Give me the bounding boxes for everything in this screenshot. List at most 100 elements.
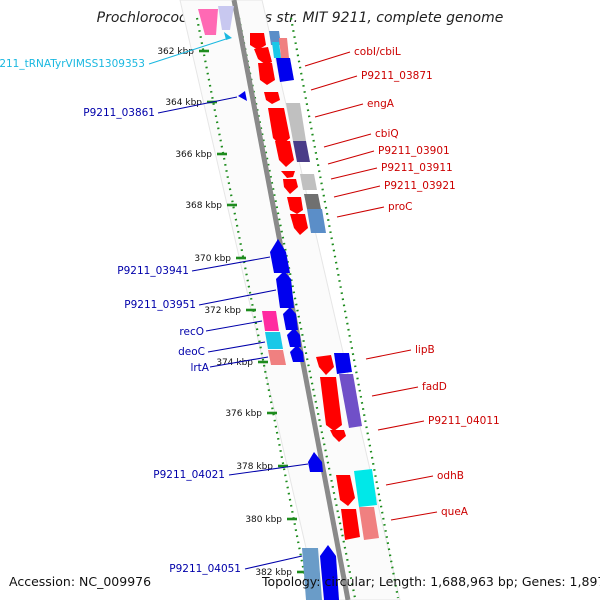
leader-line bbox=[327, 150, 375, 165]
gene-label-right: queA bbox=[441, 506, 469, 518]
map-title: Prochlorococcus marinus str. MIT 9211, c… bbox=[97, 10, 504, 26]
gene-label-right: P9211_04011 bbox=[428, 415, 500, 427]
gene-label-left: recO bbox=[179, 326, 204, 338]
gene-arrow-engA bbox=[264, 92, 280, 104]
gene-arrow-P9211-03941 bbox=[270, 239, 290, 273]
gene-arrow-P9211-03951 bbox=[276, 271, 294, 308]
leader-line bbox=[209, 356, 269, 368]
leader-line bbox=[198, 289, 277, 306]
gene-arrow-blue-lipB bbox=[334, 353, 352, 374]
gene-arrow-bottom bbox=[320, 545, 339, 600]
leader-line bbox=[336, 206, 385, 218]
gene-arrow-small-3 bbox=[290, 345, 304, 362]
leader-line bbox=[377, 420, 425, 431]
tick-label: 368 kbp bbox=[185, 201, 222, 211]
gene-arrow-odhB bbox=[336, 475, 355, 506]
gene-box-salmon-2 bbox=[359, 507, 379, 540]
gene-arrow-cbiQ bbox=[268, 108, 290, 146]
leader-line bbox=[310, 75, 358, 91]
leader-line bbox=[314, 103, 364, 118]
gene-box-darkgrey bbox=[304, 194, 321, 209]
tick-label: 364 kbp bbox=[165, 98, 202, 108]
gene-arrow-P9211-04011 bbox=[330, 430, 346, 442]
gene-box-purple bbox=[339, 374, 362, 428]
gene-arrow-P9211-03861 bbox=[238, 91, 247, 101]
gene-box-grey-1 bbox=[286, 103, 306, 141]
gene-label-right: P9211_03871 bbox=[361, 70, 433, 82]
leader-line bbox=[330, 167, 378, 180]
tick-label: 372 kbp bbox=[204, 306, 241, 316]
gene-arrow-P9211-04021 bbox=[308, 452, 323, 472]
gene-box-grey-2 bbox=[300, 174, 317, 190]
gene-box-cyan-2 bbox=[354, 469, 377, 507]
leader-line bbox=[207, 341, 266, 353]
gene-arrow-red-3 bbox=[290, 214, 308, 235]
leader-line bbox=[157, 96, 238, 114]
feature-group bbox=[198, 6, 379, 600]
gene-box-salmon-1 bbox=[279, 38, 289, 58]
gene-label-left: deoC bbox=[178, 346, 205, 358]
leader-line bbox=[148, 38, 227, 65]
gene-label-right: P9211_03901 bbox=[378, 145, 450, 157]
label-group: P9211_tRNATyrVIMSS1309353 P9211_03861 P921… bbox=[0, 38, 500, 575]
gene-label-right: odhB bbox=[437, 470, 464, 482]
leader-line bbox=[191, 256, 271, 272]
gene-label-left: P9211_04051 bbox=[169, 563, 241, 575]
gene-label-left: P9211_03861 bbox=[83, 107, 155, 119]
gene-label-left: P9211_03951 bbox=[124, 299, 196, 311]
gene-label-right: engA bbox=[367, 98, 395, 110]
gene-box-blue-2 bbox=[307, 209, 326, 233]
gene-label-right: fadD bbox=[422, 381, 447, 393]
gene-arrow-P9211-03901 bbox=[275, 141, 294, 167]
tick-label: 362 kbp bbox=[157, 47, 194, 57]
gene-label-left: lrtA bbox=[190, 362, 209, 374]
gene-label-right: proC bbox=[388, 201, 413, 213]
leader-line bbox=[371, 386, 419, 397]
gene-arrow-lipB bbox=[316, 355, 334, 375]
leader-line bbox=[333, 185, 381, 198]
gene-arrow-P9211-03871 bbox=[276, 58, 294, 82]
topology-text: Topology: circular; Length: 1,688,963 bp… bbox=[262, 574, 600, 589]
gene-arrow-cobI-cbiL bbox=[258, 63, 275, 85]
gene-arrow-P9211-03911 bbox=[281, 171, 295, 178]
gene-arrow-small-1 bbox=[283, 307, 298, 330]
accession-text: Accession: NC_009976 bbox=[9, 574, 152, 589]
gene-box-recO bbox=[262, 311, 279, 331]
gene-box-deoC bbox=[265, 332, 283, 349]
gene-arrow-P9211-03921 bbox=[283, 179, 298, 194]
leader-line bbox=[244, 555, 303, 570]
leader-line bbox=[390, 511, 438, 521]
gene-box-P9211-04051 bbox=[302, 548, 322, 600]
tick-group: 362 kbp 364 kbp 366 kbp 368 kbp 370 kbp 372 k… bbox=[157, 47, 307, 578]
gene-label-left: P9211_04021 bbox=[153, 469, 225, 481]
gene-label-right: cbiQ bbox=[375, 128, 399, 140]
gene-label-right: P9211_03911 bbox=[381, 162, 453, 174]
tick-label: 376 kbp bbox=[225, 409, 262, 419]
gene-arrow-queA bbox=[341, 509, 360, 540]
leader-line bbox=[205, 320, 263, 332]
gene-label-right: lipB bbox=[415, 344, 435, 356]
tick-label: 382 kbp bbox=[255, 568, 292, 578]
leader-line bbox=[228, 463, 309, 476]
gene-arrow-trna-pink bbox=[198, 9, 218, 35]
leader-line bbox=[365, 349, 412, 360]
tick-label: 380 kbp bbox=[245, 515, 282, 525]
gene-box-navy-1 bbox=[293, 141, 310, 162]
tick-label: 370 kbp bbox=[194, 254, 231, 264]
gene-arrow-small-2 bbox=[287, 328, 301, 347]
gene-box-lrtA bbox=[268, 350, 286, 365]
tick-label: 366 kbp bbox=[175, 150, 212, 160]
gene-box-blue-1 bbox=[269, 31, 281, 45]
gene-label-left: P9211_03941 bbox=[117, 265, 189, 277]
gene-box-lavender bbox=[218, 6, 234, 30]
gene-arrow-red-2 bbox=[254, 47, 272, 65]
gene-box-cyan-1 bbox=[272, 42, 281, 58]
gene-arrow-fadD bbox=[320, 377, 342, 431]
leader-line bbox=[385, 475, 434, 486]
gene-label-left: P9211_tRNATyrVIMSS1309353 bbox=[0, 58, 145, 70]
gene-label-right: P9211_03921 bbox=[384, 180, 456, 192]
trna-arrow bbox=[224, 32, 232, 40]
gene-arrow-proC bbox=[287, 197, 303, 214]
gene-label-right: cobI/cbiL bbox=[354, 46, 401, 58]
